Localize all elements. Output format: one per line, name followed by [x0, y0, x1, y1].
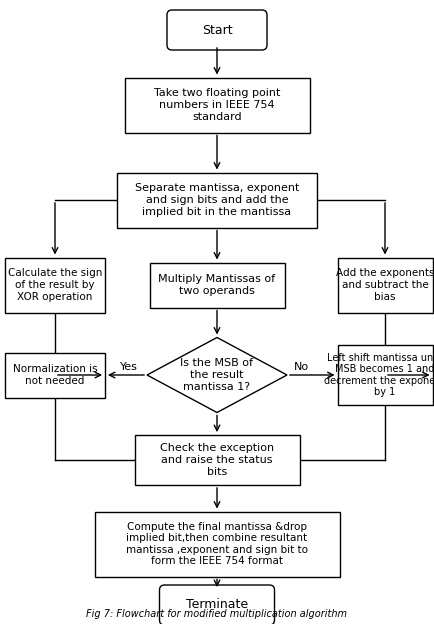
Bar	[338, 258, 433, 313]
Text: Compute the final mantissa &drop
implied bit,then combine resultant
mantissa ,ex: Compute the final mantissa &drop implied…	[126, 522, 308, 567]
Text: Left shift mantissa until
MSB becomes 1 and
decrement the exponent
by 1: Left shift mantissa until MSB becomes 1 …	[324, 353, 434, 397]
Bar	[125, 77, 309, 132]
Text: Normalization is
not needed: Normalization is not needed	[13, 364, 97, 386]
FancyBboxPatch shape	[160, 585, 274, 624]
Bar	[5, 258, 105, 313]
Polygon shape	[147, 338, 287, 412]
Bar	[149, 263, 285, 308]
Bar	[95, 512, 339, 577]
Bar	[5, 353, 105, 397]
Text: Multiply Mantissas of
two operands: Multiply Mantissas of two operands	[158, 274, 276, 296]
Text: Add the exponents
and subtract the
bias: Add the exponents and subtract the bias	[336, 268, 434, 301]
Text: Is the MSB of
the result
mantissa 1?: Is the MSB of the result mantissa 1?	[181, 358, 253, 392]
Text: Terminate: Terminate	[186, 598, 248, 612]
Text: Start: Start	[202, 24, 232, 36]
FancyBboxPatch shape	[167, 10, 267, 50]
Bar	[117, 172, 317, 228]
Text: Take two floating point
numbers in IEEE 754
standard: Take two floating point numbers in IEEE …	[154, 89, 280, 122]
Text: Check the exception
and raise the status
bits: Check the exception and raise the status…	[160, 444, 274, 477]
Text: No: No	[293, 362, 309, 372]
Bar	[338, 345, 433, 405]
Text: Yes: Yes	[120, 362, 138, 372]
Text: Separate mantissa, exponent
and sign bits and add the
implied bit in the mantiss: Separate mantissa, exponent and sign bit…	[135, 183, 299, 217]
Bar	[135, 435, 299, 485]
Text: Calculate the sign
of the result by
XOR operation: Calculate the sign of the result by XOR …	[8, 268, 102, 301]
Text: Fig 7: Flowchart for modified multiplication algorithm: Fig 7: Flowchart for modified multiplica…	[86, 609, 348, 619]
